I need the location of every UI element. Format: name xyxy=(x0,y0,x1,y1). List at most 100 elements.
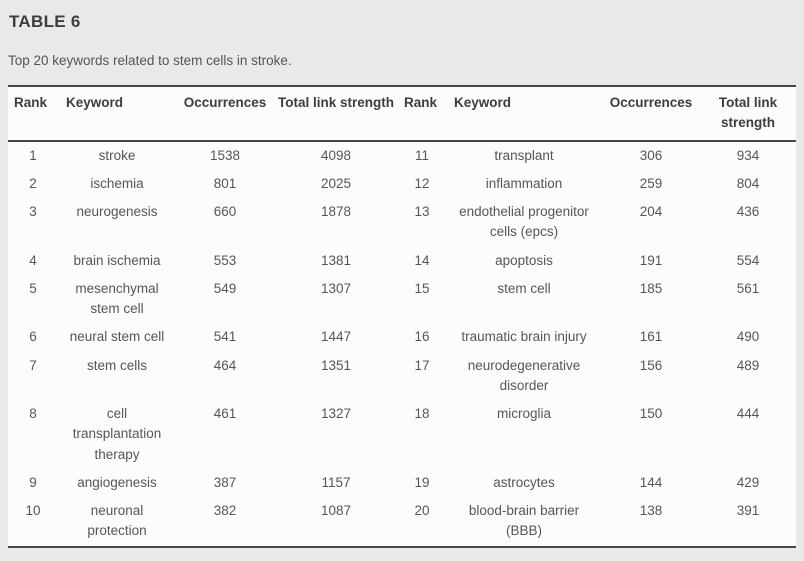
keyword-cell: stroke xyxy=(98,147,136,163)
rank-cell: 4 xyxy=(29,252,37,268)
total-link-strength-cell: 934 xyxy=(736,147,760,163)
total-link-strength-header-left: Total link strength xyxy=(274,86,398,142)
total-link-strength-header-right: Total link strength xyxy=(700,86,796,142)
total-link-strength-cell: 804 xyxy=(736,175,760,191)
keyword-cell: astrocytes xyxy=(493,474,555,490)
keyword-cell: cell transplantation therapy xyxy=(72,406,162,462)
occurrences-cell: 553 xyxy=(213,252,237,268)
rank-cell: 19 xyxy=(414,474,430,490)
keyword-header-left: Keyword xyxy=(58,86,176,142)
keyword-cell: microglia xyxy=(496,406,551,421)
occurrences-cell: 387 xyxy=(213,474,237,490)
keyword-cell: mesenchymal stem cell xyxy=(75,280,159,316)
rank-cell: 12 xyxy=(414,175,430,191)
rank-cell: 16 xyxy=(414,329,430,345)
total-link-strength-cell: 1307 xyxy=(320,280,352,296)
rank-cell: 1 xyxy=(29,147,37,163)
total-link-strength-cell: 436 xyxy=(736,204,760,219)
table-header-row: Rank Keyword Occurrences Total link stre… xyxy=(8,86,796,142)
rank-cell: 20 xyxy=(414,503,430,518)
keyword-cell: inflammation xyxy=(485,175,563,191)
keyword-cell: neuronal protection xyxy=(87,503,147,539)
occurrences-cell: 138 xyxy=(639,503,663,518)
total-link-strength-cell: 1157 xyxy=(321,474,351,490)
rank-cell: 18 xyxy=(414,406,430,421)
page-title: TABLE 6 xyxy=(9,12,81,31)
keyword-cell: neural stem cell xyxy=(69,329,165,345)
keywords-table: Rank Keyword Occurrences Total link stre… xyxy=(8,85,796,548)
content-area: TABLE 6 Top 20 keywords related to stem … xyxy=(8,12,796,548)
rank-cell: 17 xyxy=(414,357,430,373)
rank-cell: 7 xyxy=(29,357,37,373)
rank-cell: 15 xyxy=(414,280,430,296)
table-body: 1 stroke 15 3 8 4098 11 transplant 306 934 2 ischem… xyxy=(8,141,796,547)
occurrences-cell: 185 xyxy=(639,280,663,296)
occurrences-cell: 660 xyxy=(213,204,237,219)
total-link-strength-cell: 444 xyxy=(736,406,760,421)
keyword-cell: stem cell xyxy=(497,280,551,296)
occurrences-cell: 306 xyxy=(639,147,663,163)
table-row: 5 mesenchymal stem cell 549 1307 15 stem cell… xyxy=(8,275,796,324)
total-link-strength-cell: 2025 xyxy=(320,175,352,191)
table-row: 4 brain ischemia 553 1381 14 apoptosis 191 554 xyxy=(8,247,796,275)
keyword-cell: blood-brain barrier (BBB) xyxy=(468,503,580,539)
total-link-strength-cell: 1087 xyxy=(320,503,352,518)
occurrences-cell: 259 xyxy=(639,175,663,191)
occurrences-cell: 156 xyxy=(639,357,663,373)
occurrences-cell: 549 xyxy=(213,280,237,296)
occurrences-cell: 204 xyxy=(639,204,663,219)
total-link-strength-cell: 1327 xyxy=(320,406,352,421)
rank-cell: 5 xyxy=(29,280,37,296)
rank-cell: 8 xyxy=(29,406,37,421)
table-row: 10 neuronal protection 382 1087 20 blood-brai… xyxy=(8,497,796,547)
table-row: 9 angiogenesis 387 1157 19 astrocytes 144 429 xyxy=(8,469,796,497)
occurrences-cell: 161 xyxy=(639,329,663,345)
rank-cell: 3 xyxy=(29,204,37,219)
table-row: 6 neural stem cell 541 1447 16 traumatic brai… xyxy=(8,323,796,351)
total-link-strength-cell: 561 xyxy=(736,280,760,296)
rank-cell: 2 xyxy=(29,175,37,191)
total-link-strength-cell: 4098 xyxy=(320,147,352,163)
table-row: 1 stroke 1538 4098 11 transplant 306 934 xyxy=(8,141,796,170)
keyword-header-right: Keyword xyxy=(446,86,602,142)
table-caption: Top 20 keywords related to stem cells in… xyxy=(8,53,292,68)
total-link-strength-cell: 489 xyxy=(736,357,760,373)
rank-cell: 14 xyxy=(414,252,430,268)
rank-cell: 11 xyxy=(414,147,429,163)
occurrences-cell: 382 xyxy=(213,503,237,518)
keyword-cell: traumatic brain injury xyxy=(461,329,587,345)
total-link-strength-cell: 1351 xyxy=(320,357,352,373)
occurrences-cell: 144 xyxy=(639,474,663,490)
occurrences-cell: 541 xyxy=(213,329,237,345)
keyword-cell: brain ischemia xyxy=(73,252,161,268)
total-link-strength-cell: 429 xyxy=(736,474,760,490)
keyword-cell: transplant xyxy=(494,147,554,163)
keyword-cell: angiogenesis xyxy=(77,474,157,490)
keyword-cell: stem cells xyxy=(86,357,147,373)
keyword-cell: apoptosis xyxy=(495,252,553,268)
total-link-strength-cell: 391 xyxy=(736,503,760,518)
occurrences-cell: 464 xyxy=(213,357,237,373)
total-link-strength-cell: 490 xyxy=(736,329,760,345)
table-row: 8 cell transplantation therapy 461 1327 18 mi… xyxy=(8,400,796,469)
occurrences-cell: 461 xyxy=(213,406,237,421)
rank-header-left: Rank xyxy=(8,86,58,142)
keyword-cell: neurogenesis xyxy=(76,204,158,219)
table-row: 3 neurogenesis 660 1878 13 endothelial progen… xyxy=(8,198,796,247)
total-link-strength-cell: 1878 xyxy=(320,204,352,219)
rank-header-right: Rank xyxy=(398,86,446,142)
keyword-cell: ischemia xyxy=(90,175,144,191)
keyword-cell: endothelial progenitor cells (epcs) xyxy=(459,204,589,240)
rank-cell: 13 xyxy=(414,204,430,219)
rank-cell: 10 xyxy=(25,503,41,518)
rank-cell: 9 xyxy=(29,474,37,490)
keyword-cell: neurodegenerative disorder xyxy=(467,357,581,393)
table-row: 2 ischemia 801 2025 12 inflammation 259 804 xyxy=(8,170,796,198)
occurrences-cell: 801 xyxy=(213,175,237,191)
total-link-strength-cell: 554 xyxy=(736,252,760,268)
occurrences-cell: 150 xyxy=(639,406,663,421)
occurrences-cell: 191 xyxy=(639,252,663,268)
rank-cell: 6 xyxy=(29,329,37,345)
total-link-strength-cell: 1381 xyxy=(320,252,352,268)
total-link-strength-cell: 1447 xyxy=(320,329,352,345)
